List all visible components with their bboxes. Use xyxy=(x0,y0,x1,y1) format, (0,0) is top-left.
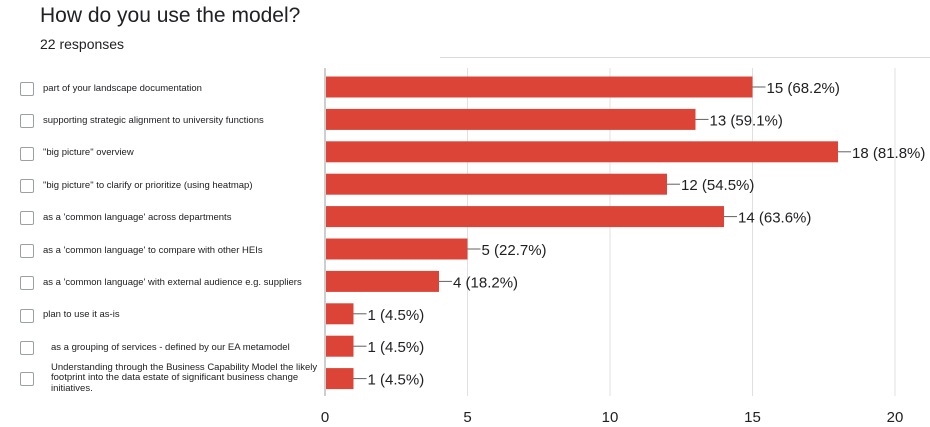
option-label: Understanding through the Business Capab… xyxy=(51,361,318,394)
option-item[interactable]: "big picture" to clarify or prioritize (… xyxy=(20,178,328,193)
bar[interactable] xyxy=(326,76,753,98)
option-checkbox[interactable] xyxy=(20,114,34,129)
option-item[interactable]: Understanding through the Business Capab… xyxy=(20,361,321,395)
bar-data-label: 14 (63.6%) xyxy=(738,210,811,227)
option-label: as a grouping of services - defined by o… xyxy=(51,341,290,353)
bar-data-label: 1 (4.5%) xyxy=(368,307,425,324)
option-label: part of your landscape documentation xyxy=(43,82,202,94)
bar-data-label: 4 (18.2%) xyxy=(453,274,518,291)
bar[interactable] xyxy=(326,173,667,195)
bar-data-label: 5 (22.7%) xyxy=(482,242,547,259)
option-checkbox[interactable] xyxy=(20,371,34,386)
question-title: How do you use the model? xyxy=(40,4,301,27)
option-item[interactable]: as a 'common language' to compare with o… xyxy=(20,243,328,258)
option-label: plan to use it as-is xyxy=(43,309,120,321)
bar[interactable] xyxy=(326,303,354,325)
option-checkbox[interactable] xyxy=(20,81,34,96)
bar[interactable] xyxy=(326,270,439,292)
option-checkbox[interactable] xyxy=(20,340,34,355)
x-tick-label: 0 xyxy=(321,409,329,426)
option-checkbox[interactable] xyxy=(20,308,34,323)
option-checkbox[interactable] xyxy=(20,243,34,258)
option-checkbox[interactable] xyxy=(20,211,34,226)
option-item[interactable]: as a 'common language' across department… xyxy=(20,211,328,226)
bar[interactable] xyxy=(326,141,838,163)
bar[interactable] xyxy=(326,206,724,228)
bar-data-label: 12 (54.5%) xyxy=(681,177,754,194)
option-label: "big picture" to clarify or prioritize (… xyxy=(43,179,253,191)
x-tick-label: 10 xyxy=(602,409,619,426)
bar[interactable] xyxy=(326,108,696,130)
bar[interactable] xyxy=(326,238,468,260)
x-tick-label: 15 xyxy=(744,409,761,426)
option-label: as a 'common language' across department… xyxy=(43,212,232,224)
x-tick-label: 20 xyxy=(887,409,904,426)
option-checkbox[interactable] xyxy=(20,276,34,291)
bar[interactable] xyxy=(326,335,354,357)
bar[interactable] xyxy=(326,368,354,390)
option-label: as a 'common language' with external aud… xyxy=(43,276,302,288)
header-divider xyxy=(440,57,930,58)
response-count: 22 responses xyxy=(40,36,125,52)
option-checkbox[interactable] xyxy=(20,146,34,161)
x-tick-label: 5 xyxy=(463,409,471,426)
bar-data-label: 18 (81.8%) xyxy=(852,145,925,162)
bar-data-label: 1 (4.5%) xyxy=(368,372,425,389)
option-item[interactable]: plan to use it as-is xyxy=(20,308,328,323)
option-label: "big picture" overview xyxy=(43,147,134,159)
option-label: supporting strategic alignment to univer… xyxy=(43,114,264,126)
option-label: as a 'common language' to compare with o… xyxy=(43,244,263,256)
option-item[interactable]: part of your landscape documentation xyxy=(20,81,328,96)
bar-data-label: 15 (68.2%) xyxy=(767,80,840,97)
option-item[interactable]: as a 'common language' with external aud… xyxy=(20,276,328,291)
option-item[interactable]: as a grouping of services - defined by o… xyxy=(20,340,321,355)
option-item[interactable]: supporting strategic alignment to univer… xyxy=(20,114,328,129)
option-checkbox[interactable] xyxy=(20,178,34,193)
bar-data-label: 1 (4.5%) xyxy=(368,339,425,356)
bar-data-label: 13 (59.1%) xyxy=(710,112,783,129)
option-item[interactable]: "big picture" overview xyxy=(20,146,328,161)
